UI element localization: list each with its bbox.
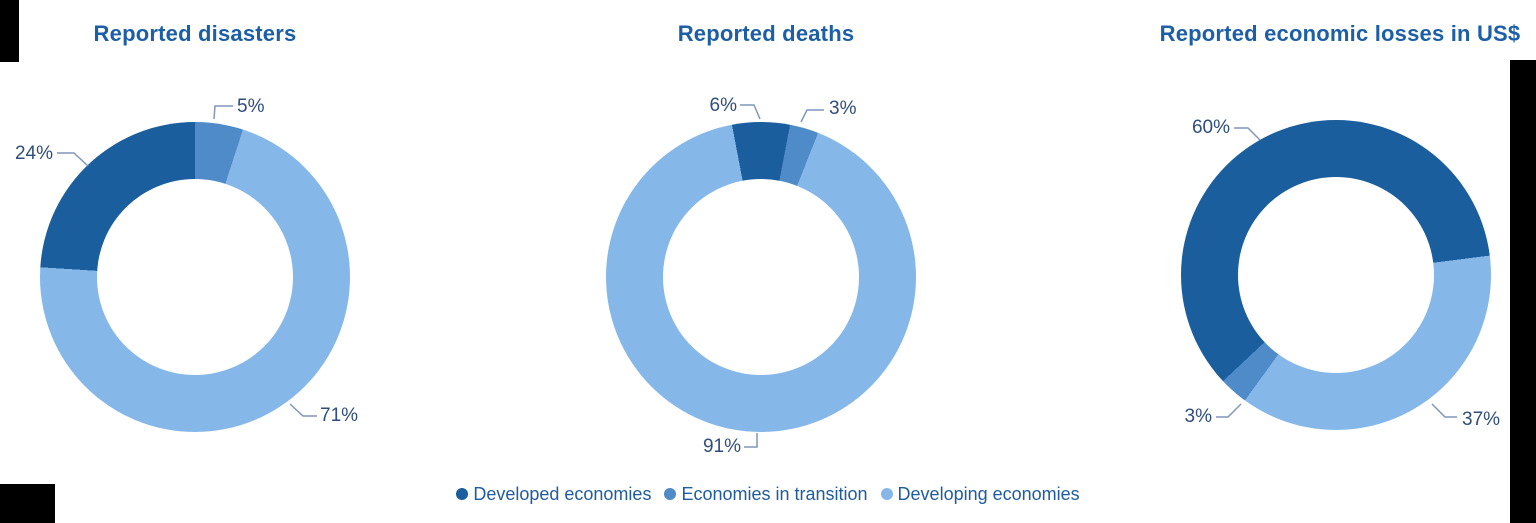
leader-line-losses-37 bbox=[1431, 403, 1457, 418]
black-artifact-bottom-left bbox=[0, 484, 55, 523]
leader-line-deaths-6 bbox=[740, 104, 761, 120]
legend-label-developed: Developed economies bbox=[473, 484, 652, 504]
legend-item-developed: Developed economies bbox=[456, 483, 651, 505]
legend-dot-transition-icon bbox=[664, 488, 677, 500]
legend-item-developing: Developing economies bbox=[880, 483, 1080, 505]
percent-label-disasters-developing: 71% bbox=[320, 405, 359, 426]
donut-chart-reported-deaths bbox=[606, 122, 916, 432]
leader-line-deaths-91 bbox=[744, 433, 758, 448]
leader-line-losses-60 bbox=[1234, 127, 1261, 141]
leader-line-disasters-71 bbox=[289, 403, 317, 417]
percent-label-losses-developing: 37% bbox=[1462, 409, 1501, 430]
percent-label-losses-transition: 3% bbox=[1184, 406, 1212, 427]
leader-line-disasters-24 bbox=[57, 152, 89, 167]
donut-chart-reported-disasters bbox=[40, 122, 350, 432]
legend: Developed economies Economies in transit… bbox=[0, 483, 1536, 505]
legend-dot-developed-icon bbox=[456, 488, 469, 500]
donut-chart-economic-losses bbox=[1181, 120, 1491, 430]
percent-label-deaths-developed: 6% bbox=[709, 95, 737, 116]
legend-label-developing: Developing economies bbox=[897, 484, 1080, 504]
chart-title-reported-disasters: Reported disasters bbox=[93, 21, 297, 46]
percent-label-disasters-transition: 5% bbox=[237, 96, 265, 117]
percent-label-deaths-developing: 91% bbox=[702, 436, 741, 457]
percent-label-losses-developed: 60% bbox=[1191, 117, 1230, 138]
legend-item-transition: Economies in transition bbox=[664, 483, 868, 505]
leader-line-disasters-5 bbox=[213, 105, 233, 120]
leader-line-losses-3 bbox=[1216, 403, 1242, 418]
leader-line-deaths-3 bbox=[800, 109, 824, 123]
percent-label-deaths-transition: 3% bbox=[829, 98, 857, 119]
chart-title-economic-losses: Reported economic losses in US$ bbox=[1159, 21, 1521, 46]
black-artifact-right-bar bbox=[1510, 60, 1536, 523]
legend-dot-developing-icon bbox=[880, 488, 893, 500]
percent-label-disasters-developed: 24% bbox=[14, 143, 53, 164]
black-artifact-top-left bbox=[0, 0, 19, 62]
legend-label-transition: Economies in transition bbox=[681, 484, 868, 504]
chart-title-reported-deaths: Reported deaths bbox=[677, 21, 855, 46]
